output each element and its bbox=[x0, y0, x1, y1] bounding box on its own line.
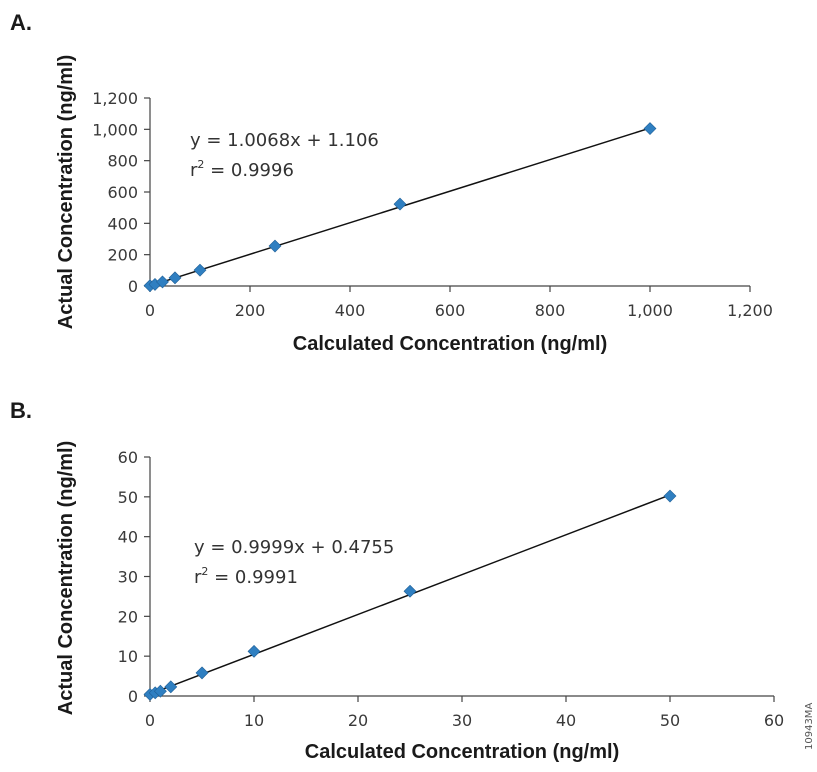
data-point bbox=[247, 644, 261, 658]
x-tick-label: 60 bbox=[764, 711, 784, 730]
data-point bbox=[156, 275, 169, 289]
y-axis-label: Actual Concentration (ng/ml) bbox=[55, 441, 77, 715]
y-tick-label: 1,200 bbox=[92, 89, 138, 108]
regression-equation: y = 1.0068x + 1.106 bbox=[190, 130, 379, 151]
data-point bbox=[393, 197, 407, 211]
r-squared-prefix: r bbox=[194, 567, 202, 588]
x-tick-label: 600 bbox=[435, 301, 466, 320]
x-tick-label: 1,200 bbox=[727, 301, 773, 320]
chart-panel-b: B. 0 10 20 30 40 50 60 0 10 20 30 40 50 60 y = 0.9999x … bbox=[10, 398, 784, 763]
data-point bbox=[164, 680, 178, 694]
data-point bbox=[663, 489, 677, 503]
y-tick-label: 0 bbox=[128, 687, 138, 706]
panel-letter: B. bbox=[10, 398, 32, 423]
r-squared-superscript: 2 bbox=[197, 158, 204, 171]
r-squared: r2 = 0.9996 bbox=[190, 158, 294, 181]
figure-code: 10943MA bbox=[804, 703, 815, 750]
x-tick-label: 50 bbox=[660, 711, 680, 730]
x-tick-label: 40 bbox=[556, 711, 576, 730]
x-tick-label: 0 bbox=[145, 711, 155, 730]
y-tick-label: 800 bbox=[107, 152, 138, 171]
y-tick-label: 10 bbox=[118, 647, 138, 666]
x-tick-label: 1,000 bbox=[627, 301, 673, 320]
x-axis-label: Calculated Concentration (ng/ml) bbox=[293, 333, 607, 355]
y-tick-label: 600 bbox=[107, 183, 138, 202]
y-tick-label: 40 bbox=[118, 528, 138, 547]
data-point bbox=[153, 684, 167, 698]
x-tick-label: 0 bbox=[145, 301, 155, 320]
x-axis-label: Calculated Concentration (ng/ml) bbox=[305, 741, 619, 763]
data-point bbox=[168, 271, 182, 285]
x-tick-label: 30 bbox=[452, 711, 472, 730]
y-axis-label: Actual Concentration (ng/ml) bbox=[55, 55, 77, 329]
y-tick-label: 50 bbox=[118, 488, 138, 507]
y-tick-label: 200 bbox=[107, 246, 138, 265]
x-tick-label: 20 bbox=[348, 711, 368, 730]
y-tick-label: 20 bbox=[118, 607, 138, 626]
data-point bbox=[193, 263, 207, 277]
regression-equation: y = 0.9999x + 0.4755 bbox=[194, 537, 394, 558]
chart-panel-a: A. 0 200 400 600 800 1,000 1,200 0 200 400 600 800 1,… bbox=[10, 10, 773, 355]
y-tick-label: 1,000 bbox=[92, 120, 138, 139]
r-squared: r2 = 0.9991 bbox=[194, 565, 298, 588]
y-tick-label: 400 bbox=[107, 214, 138, 233]
x-tick-label: 200 bbox=[235, 301, 266, 320]
data-point bbox=[643, 122, 657, 135]
y-tick-label: 60 bbox=[118, 448, 138, 467]
r-squared-prefix: r bbox=[190, 160, 198, 181]
x-tick-label: 400 bbox=[335, 301, 366, 320]
data-point bbox=[403, 584, 417, 598]
x-tick-label: 10 bbox=[244, 711, 264, 730]
data-point bbox=[195, 666, 209, 680]
x-tick-label: 800 bbox=[535, 301, 566, 320]
panel-letter: A. bbox=[10, 10, 32, 35]
r-squared-superscript: 2 bbox=[201, 565, 208, 578]
y-tick-label: 30 bbox=[118, 568, 138, 587]
r-squared-value: = 0.9996 bbox=[204, 160, 294, 181]
data-point bbox=[268, 239, 282, 253]
y-tick-label: 0 bbox=[128, 277, 138, 296]
r-squared-value: = 0.9991 bbox=[208, 567, 298, 588]
